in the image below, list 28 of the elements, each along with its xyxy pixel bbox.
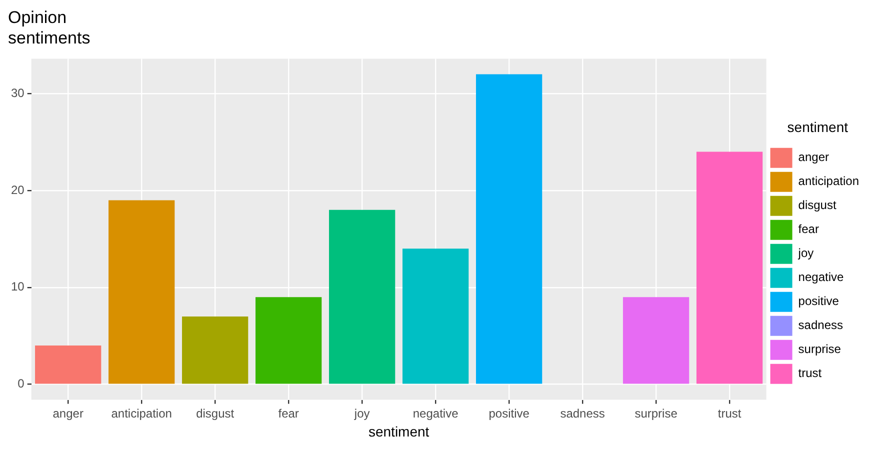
x-tick-label: trust [718, 406, 742, 420]
x-tick-label: fear [278, 406, 299, 420]
legend-label: surprise [798, 342, 842, 356]
x-tick-label: surprise [634, 406, 678, 420]
legend-label: fear [798, 222, 819, 236]
x-axis-title: sentiment [368, 423, 430, 440]
x-tick-label: anger [52, 406, 84, 420]
legend-label: sadness [798, 318, 843, 332]
x-tick-label: anticipation [111, 406, 172, 420]
x-tick-label: disgust [196, 406, 235, 420]
legend-label: disgust [798, 198, 837, 212]
y-tick-label: 0 [18, 376, 25, 391]
legend-label: negative [798, 270, 844, 284]
legend-label: anticipation [798, 174, 860, 188]
legend-label: anger [798, 150, 829, 164]
chart-title: Opinion [8, 8, 67, 27]
y-tick-label: 20 [10, 182, 25, 197]
x-tick-label: joy [353, 406, 370, 420]
chart-subtitle: sentiments [8, 28, 90, 48]
y-tick-label: 10 [10, 280, 25, 294]
y-tick-label: 30 [10, 86, 25, 100]
x-tick-label: sadness [560, 406, 605, 420]
x-tick-label: positive [488, 406, 530, 420]
x-tick-label: negative [412, 406, 459, 420]
legend-label: positive [798, 294, 840, 308]
legend-label: trust [798, 366, 822, 380]
legend-label: joy [797, 246, 814, 260]
legend-title: sentiment [787, 118, 848, 135]
